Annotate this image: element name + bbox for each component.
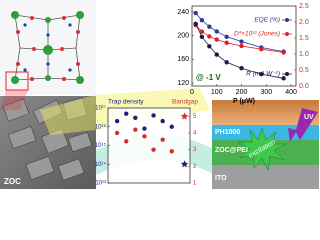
y-tick-label: 10¹⁵	[95, 142, 107, 149]
point	[224, 40, 229, 45]
point	[207, 34, 212, 39]
point	[224, 34, 229, 40]
figure: ZOC PH1000 ZOC@PEI ITO UV excitation 0 10…	[0, 0, 319, 189]
annotation: @ -1 V	[196, 73, 221, 82]
point	[151, 113, 156, 118]
point	[281, 76, 286, 81]
y-tick-label: 10¹³	[95, 181, 106, 187]
sem-image: ZOC	[0, 96, 96, 189]
point	[214, 29, 219, 34]
y2-tick-label: 1	[193, 181, 197, 187]
legend-label: EQE (%)	[254, 17, 280, 24]
point	[169, 124, 174, 129]
y2-tick-label: 4	[193, 131, 197, 137]
y-tick-label: 200	[177, 32, 189, 39]
point	[133, 115, 138, 121]
zoom-beam	[0, 90, 28, 110]
light-label: UV	[304, 114, 314, 121]
layer-label: PH1000	[215, 129, 240, 136]
point	[142, 134, 147, 139]
point	[193, 21, 198, 26]
y2-tick-label: 2.0	[299, 19, 309, 26]
y2-tick-label: 0.0	[299, 83, 309, 90]
point	[214, 37, 219, 42]
point	[239, 43, 244, 49]
legend-marker	[285, 32, 289, 36]
x-axis-label: P (μW)	[233, 98, 255, 105]
highlight-star	[180, 160, 189, 168]
point	[124, 139, 129, 144]
y2-tick-label: 1.5	[299, 35, 309, 42]
point	[239, 39, 244, 44]
x-tick-label: 200	[236, 89, 248, 96]
device-stack: PH1000 ZOC@PEI ITO UV excitation	[212, 100, 319, 189]
sem-label: ZOC	[4, 177, 21, 186]
point	[114, 130, 120, 136]
point	[142, 126, 147, 131]
x-tick-label: 300	[260, 89, 272, 96]
point	[151, 147, 156, 152]
y2-tick-label: 5	[193, 114, 197, 120]
highlight-star	[180, 112, 189, 120]
layer-label: ITO	[215, 175, 227, 182]
point	[160, 118, 165, 124]
zoom-box	[5, 71, 29, 91]
layer-label: ZOC@PEI	[215, 147, 248, 154]
point	[259, 71, 264, 77]
point	[224, 60, 229, 65]
point	[214, 52, 219, 57]
y-tick-label: 160	[177, 56, 189, 63]
legend-label: D*×10¹² (Jones)	[234, 31, 280, 38]
y-tick-label: 120	[177, 80, 189, 87]
legend-marker	[285, 72, 289, 76]
y2-tick-label: 3	[193, 147, 197, 153]
y-tick-label: 10¹⁷	[95, 105, 106, 112]
y2-tick-label: 2	[193, 164, 197, 170]
y2-title: Bandgap	[172, 99, 198, 106]
y-tick-label: 10¹⁶	[95, 123, 107, 130]
point	[160, 137, 165, 142]
point	[124, 111, 129, 116]
y-tick-label: 240	[177, 9, 189, 16]
point	[281, 50, 286, 55]
y2-tick-label: 1.0	[299, 51, 309, 58]
crystal-structure	[0, 0, 96, 95]
x-tick-label: 0	[190, 89, 194, 96]
point	[239, 66, 244, 71]
point	[193, 10, 198, 16]
y-tick-label: 10¹⁴	[95, 161, 107, 168]
point	[133, 127, 138, 132]
point	[169, 149, 174, 154]
x-tick-label: 100	[211, 89, 223, 96]
point	[199, 29, 205, 34]
point	[199, 18, 205, 23]
charts: 0 100 200 300 400 120 160 200 240 0.0 0.5 1.0 1.5 2.0…	[95, 3, 309, 187]
y2-tick-label: 2.5	[299, 3, 309, 10]
x-tick-label: 400	[285, 89, 297, 96]
legend-label: R (mA W⁻¹)	[246, 71, 280, 78]
point	[114, 118, 120, 124]
chart-title: Trap density	[108, 99, 144, 106]
point	[199, 34, 205, 40]
point	[207, 24, 212, 29]
legend-marker	[285, 18, 289, 22]
plot-frame	[107, 107, 191, 184]
point	[207, 44, 212, 49]
point	[259, 47, 264, 52]
y2-tick-label: 0.5	[299, 67, 309, 74]
